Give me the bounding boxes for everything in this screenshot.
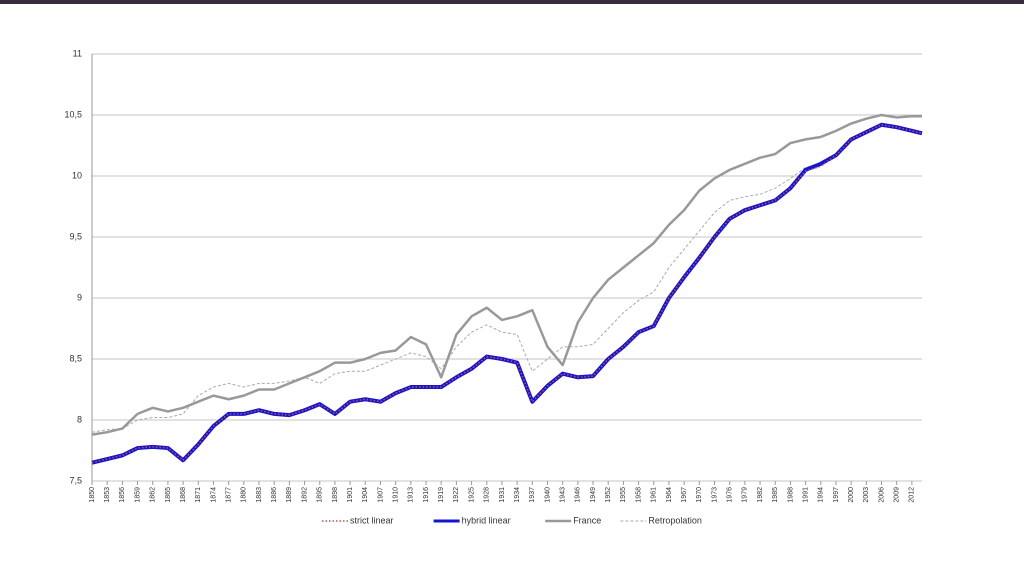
x-tick-label: 1982 — [757, 487, 764, 503]
top-bar — [0, 0, 1024, 4]
x-tick-label: 1856 — [119, 487, 126, 503]
x-tick-label: 1940 — [544, 487, 551, 503]
x-tick-label: 1991 — [802, 487, 809, 503]
x-tick-label: 1886 — [271, 487, 278, 503]
x-tick-label: 1862 — [150, 487, 157, 503]
y-tick-label: 9,5 — [69, 231, 82, 241]
series-line — [91, 122, 923, 465]
x-tick-label: 1859 — [134, 487, 141, 503]
x-tick-label: 1997 — [833, 487, 840, 503]
x-tick-label: 1880 — [241, 487, 248, 503]
x-tick-label: 2003 — [863, 487, 870, 503]
x-tick-label: 1892 — [301, 487, 308, 503]
x-tick-label: 1967 — [681, 487, 688, 503]
x-tick-label: 1934 — [514, 487, 521, 503]
x-tick-label: 1922 — [453, 487, 460, 503]
legend-label: Retropolation — [648, 515, 702, 525]
y-tick-label: 9 — [77, 292, 82, 302]
x-tick-label: 1901 — [347, 487, 354, 503]
x-tick-label: 1949 — [590, 487, 597, 503]
x-tick-label: 1961 — [651, 487, 658, 503]
x-tick-label: 1898 — [332, 487, 339, 503]
x-tick-label: 2000 — [848, 487, 855, 503]
x-tick-label: 1925 — [468, 487, 475, 503]
x-tick-label: 1910 — [393, 487, 400, 503]
x-tick-label: 2006 — [878, 487, 885, 503]
x-tick-label: 1889 — [286, 487, 293, 503]
y-tick-label: 10 — [72, 170, 82, 180]
x-tick-label: 1931 — [499, 487, 506, 503]
x-tick-label: 1853 — [104, 487, 111, 503]
series-line — [91, 123, 923, 433]
x-tick-label: 1958 — [635, 487, 642, 503]
x-tick-label: 1979 — [742, 487, 749, 503]
x-tick-label: 1919 — [438, 487, 445, 503]
y-tick-label: 8,5 — [69, 353, 82, 363]
x-tick-label: 1895 — [317, 487, 324, 503]
x-tick-label: 2009 — [894, 487, 901, 503]
x-tick-label: 1871 — [195, 487, 202, 503]
x-tick-label: 1994 — [818, 487, 825, 503]
y-tick-label: 7,5 — [69, 475, 82, 485]
x-tick-label: 1988 — [787, 487, 794, 503]
legend-label: France — [573, 515, 601, 525]
series-line — [91, 113, 922, 436]
y-tick-label: 8 — [77, 414, 82, 424]
x-tick-label: 1883 — [256, 487, 263, 503]
x-tick-label: 1907 — [377, 487, 384, 503]
x-tick-label: 1850 — [89, 487, 96, 503]
x-tick-label: 1877 — [225, 487, 232, 503]
lines — [91, 113, 923, 465]
x-tick-label: 1916 — [423, 487, 430, 503]
x-tick-label: 1946 — [575, 487, 582, 503]
x-tick-label: 1913 — [408, 487, 415, 503]
legend-label: strict linear — [350, 515, 394, 525]
legend-label: hybrid linear — [462, 515, 511, 525]
x-tick-label: 1928 — [484, 487, 491, 503]
x-tick-label: 1955 — [620, 487, 627, 503]
x-tick-label: 1970 — [696, 487, 703, 503]
x-tick-label: 1952 — [605, 487, 612, 503]
x-tick-label: 1937 — [529, 487, 536, 503]
x-tick-label: 1964 — [666, 487, 673, 503]
x-tick-label: 1865 — [165, 487, 172, 503]
x-tick-label: 1874 — [210, 487, 217, 503]
x-tick-label: 2012 — [909, 487, 916, 503]
legend: strict linear hybrid linear France Retropol… — [322, 515, 702, 525]
x-tick-label: 1943 — [560, 487, 567, 503]
grid — [91, 53, 922, 485]
x-tick-label: 1976 — [727, 487, 734, 503]
labels: 7,5 8 8,5 9 9,5 10 10,5 11 1850 1853 1856 1859 1862 1… — [64, 48, 915, 502]
y-tick-label: 10,5 — [64, 109, 82, 119]
x-tick-label: 1868 — [180, 487, 187, 503]
x-tick-label: 1904 — [362, 487, 369, 503]
y-tick-label: 11 — [73, 48, 82, 58]
x-tick-label: 1973 — [711, 487, 718, 503]
series-line — [91, 124, 923, 464]
x-tick-label: 1985 — [772, 487, 779, 503]
